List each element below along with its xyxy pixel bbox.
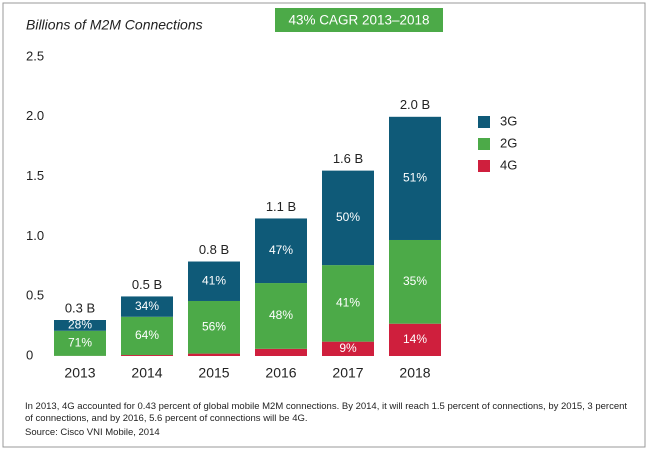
total-label: 0.8 B — [199, 242, 229, 257]
total-label: 2.0 B — [400, 97, 430, 112]
share-label: 51% — [403, 171, 427, 185]
y-tick-label: 1.0 — [26, 228, 44, 243]
share-label: 47% — [269, 243, 293, 257]
y-tick-label: 0 — [26, 347, 33, 362]
share-label: 41% — [336, 296, 360, 310]
bar-segment — [255, 283, 307, 349]
bar-segment — [389, 239, 441, 324]
share-label: 35% — [403, 274, 427, 288]
total-label: 1.6 B — [333, 151, 363, 166]
bar-segment — [322, 170, 374, 266]
bar-segment — [121, 316, 173, 356]
footnote-block: In 2013, 4G accounted for 0.43 percent o… — [25, 401, 635, 439]
x-tick-label: 2016 — [265, 365, 296, 381]
share-label: 14% — [403, 332, 427, 346]
bar-segment — [255, 348, 307, 356]
share-label: 50% — [336, 210, 360, 224]
share-label: 9% — [339, 341, 357, 355]
legend-label: 3G — [500, 113, 517, 128]
x-tick-label: 2014 — [131, 365, 162, 381]
x-tick-label: 2017 — [332, 365, 363, 381]
share-label: 28% — [68, 318, 92, 332]
y-tick-label: 2.5 — [26, 48, 44, 63]
chart-title: Billions of M2M Connections — [26, 17, 203, 33]
y-tick-label: 0.5 — [26, 288, 44, 303]
legend-swatch — [478, 138, 490, 150]
bar-segment — [188, 353, 240, 356]
bar-segment — [121, 355, 173, 356]
total-label: 0.5 B — [132, 277, 162, 292]
share-label: 48% — [269, 308, 293, 322]
total-label: 0.3 B — [65, 300, 95, 315]
x-tick-label: 2018 — [399, 365, 430, 381]
bar-segment — [255, 218, 307, 284]
y-tick-label: 1.5 — [26, 168, 44, 183]
x-tick-label: 2015 — [198, 365, 229, 381]
legend-label: 4G — [500, 157, 517, 172]
legend-label: 2G — [500, 135, 517, 150]
legend-swatch — [478, 116, 490, 128]
bar-segment — [188, 261, 240, 301]
bar-segment — [322, 341, 374, 356]
share-label: 64% — [135, 328, 159, 342]
bar-segment — [389, 323, 441, 356]
badge-box — [275, 8, 443, 32]
badge: 43% CAGR 2013–2018 — [288, 13, 429, 28]
bar-segment — [121, 296, 173, 317]
share-label: 41% — [202, 273, 226, 287]
footnote: In 2013, 4G accounted for 0.43 percent o… — [25, 401, 628, 424]
bar-segment — [54, 320, 106, 331]
share-label: 71% — [68, 335, 92, 349]
total-label: 1.1 B — [266, 199, 296, 214]
share-label: 56% — [202, 319, 226, 333]
bar-segment — [322, 265, 374, 342]
x-tick-label: 2013 — [64, 365, 95, 381]
source: Source: Cisco VNI Mobile, 2014 — [25, 427, 160, 438]
bar-segment — [54, 330, 106, 356]
y-tick-label: 2.0 — [26, 108, 44, 123]
legend-swatch — [478, 160, 490, 172]
bar-segment — [188, 300, 240, 354]
bar-segment — [389, 116, 441, 240]
share-label: 34% — [135, 299, 159, 313]
